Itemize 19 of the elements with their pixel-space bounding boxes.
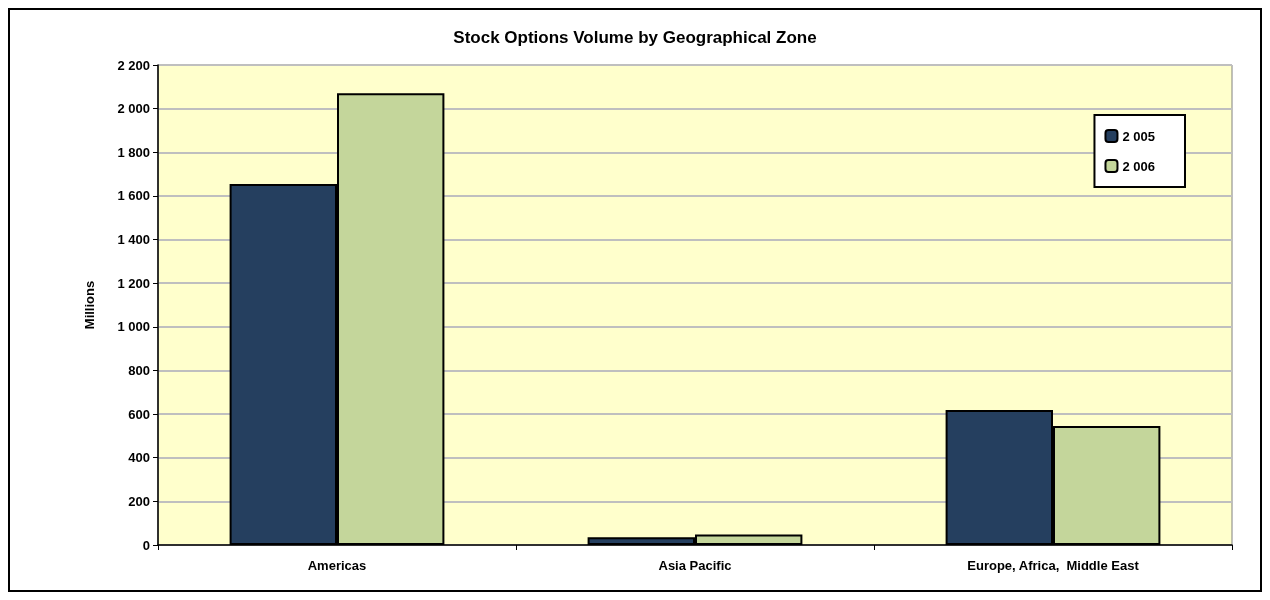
x-tick-label: Asia Pacific [658, 558, 732, 573]
y-tick-label: 400 [128, 450, 150, 466]
y-tick-label: 800 [128, 362, 150, 378]
y-tick-label: 1 400 [117, 232, 150, 248]
y-tick-label: 2 200 [117, 57, 150, 73]
legend-label: 2 006 [1122, 158, 1156, 174]
y-tick-label: 1 800 [117, 144, 150, 160]
y-tick-label: 600 [128, 406, 150, 422]
legend-label: 2 005 [1122, 128, 1156, 144]
y-tick-label: 1 600 [117, 188, 150, 204]
y-tick-label: 200 [128, 493, 150, 509]
chart-title: Stock Options Volume by Geographical Zone [453, 28, 817, 47]
y-tick-label: 1 000 [117, 319, 150, 335]
y-tick-label: 2 000 [117, 101, 150, 117]
y-tick-label: 1 200 [117, 275, 150, 291]
y-tick-label: 0 [142, 537, 150, 553]
x-tick-label: Americas [307, 558, 367, 573]
y-axis-title: Millions [82, 280, 97, 330]
x-tick-label: Europe, Africa, Middle East [967, 558, 1140, 573]
